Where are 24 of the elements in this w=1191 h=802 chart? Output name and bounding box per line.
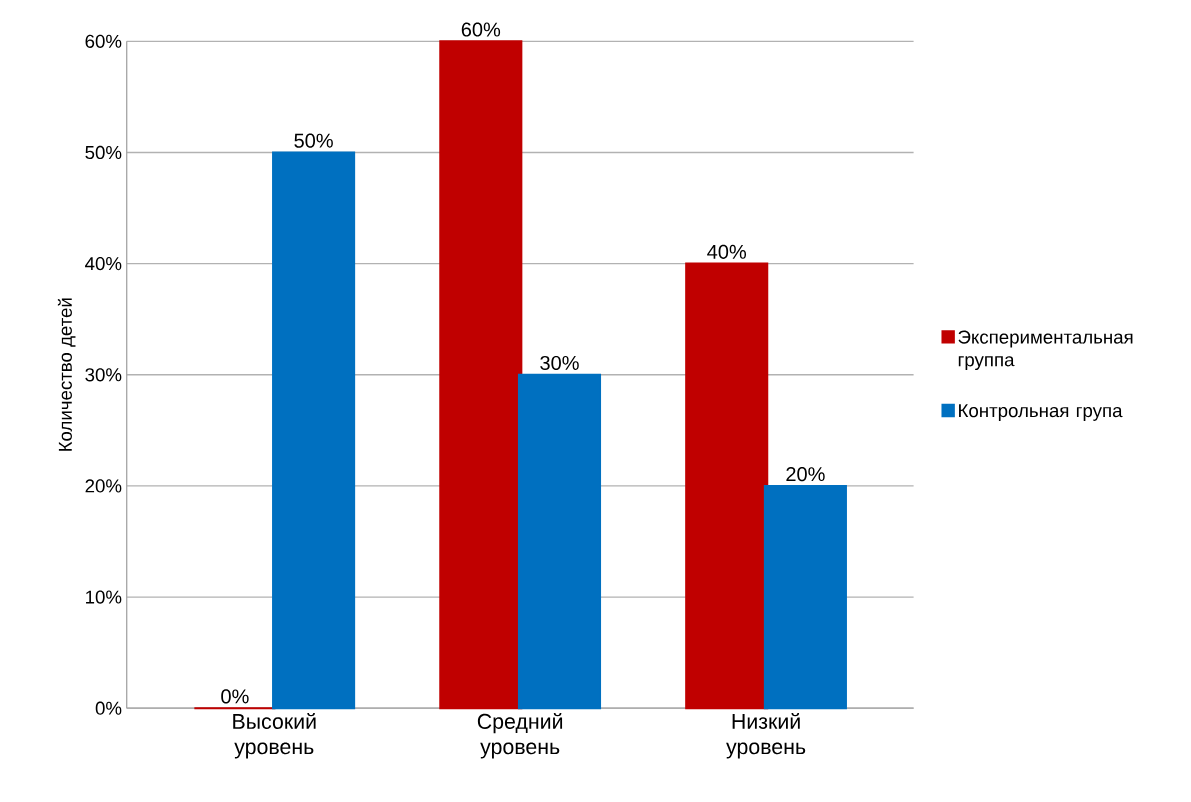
- x-tick-label: Низкий уровень: [726, 713, 806, 759]
- data-label: 40%: [707, 244, 747, 260]
- x-tick-label: Высокий уровень: [233, 713, 316, 759]
- bar: [517, 373, 602, 710]
- y-tick-label: 0%: [95, 701, 122, 716]
- legend-label: Контрольная група: [959, 404, 1123, 422]
- legend-label: Экспериментальная группа: [958, 330, 1133, 371]
- y-tick-label: 60%: [85, 34, 122, 49]
- bar: [763, 485, 847, 710]
- y-axis-title: Количество детей: [57, 298, 76, 452]
- y-tick-label: 30%: [85, 368, 122, 382]
- y-tick-label: 20%: [85, 479, 122, 493]
- data-label: 20%: [786, 467, 825, 482]
- data-label: 50%: [294, 133, 333, 148]
- y-tick-label: 10%: [86, 590, 122, 604]
- x-tick-label: Средний уровень: [477, 713, 563, 759]
- y-tick-label: 50%: [85, 146, 122, 160]
- bar: [439, 40, 523, 710]
- data-label: 30%: [540, 356, 579, 371]
- y-tick-label: 40%: [85, 257, 122, 271]
- bar: [272, 151, 356, 710]
- bar: [685, 262, 769, 710]
- data-label: 0%: [221, 689, 249, 704]
- data-label: 60%: [461, 22, 501, 37]
